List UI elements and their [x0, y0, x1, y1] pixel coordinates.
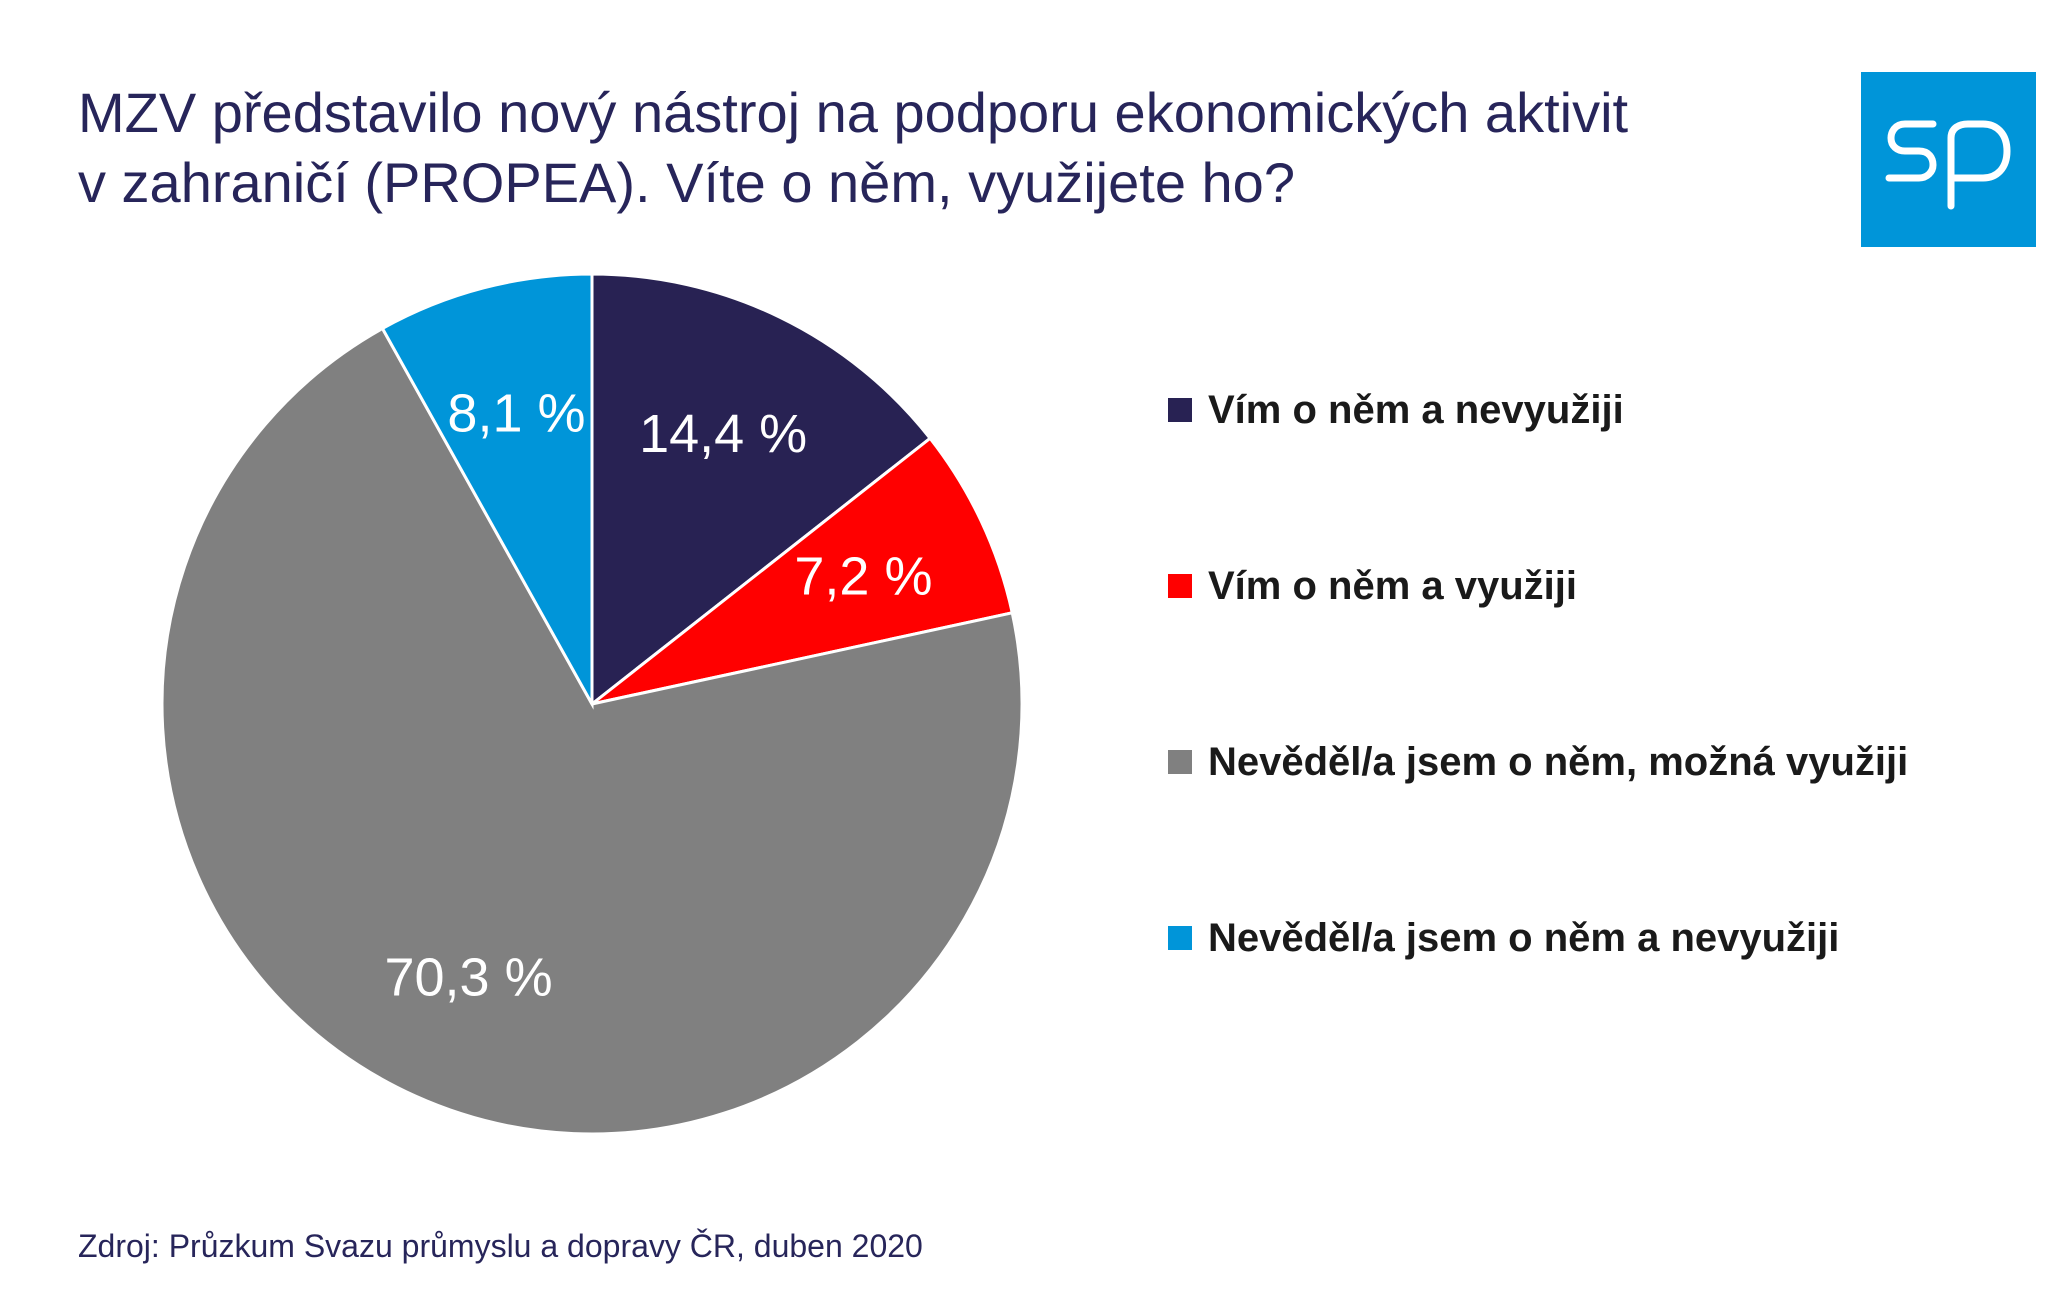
pie-slices: [160, 272, 1024, 1136]
legend-label: Nevěděl/a jsem o něm, možná využiji: [1208, 740, 1909, 784]
pie-slice-labels: 14,4 % 7,2 % 70,3 % 8,1 %: [384, 384, 932, 1008]
sp-logo-letters: [1885, 120, 2011, 210]
legend-swatch: [1168, 926, 1192, 950]
chart-title-line-1: MZV představilo nový nástroj na podporu …: [78, 81, 1629, 144]
chart-title-line-2: v zahraničí (PROPEA). Víte o něm, využij…: [78, 151, 1295, 214]
legend-label: Vím o něm a nevyužiji: [1208, 388, 1624, 432]
pie-slice-1: [590, 272, 933, 708]
pie-slice-4: [380, 272, 594, 710]
legend-label: Nevěděl/a jsem o něm a nevyužiji: [1208, 916, 1840, 960]
legend-swatch: [1168, 398, 1192, 422]
legend-label: Vím o něm a využiji: [1208, 564, 1578, 608]
pie-slice-label-2: 7,2 %: [794, 546, 932, 606]
chart-title: MZV představilo nový nástroj na podporu …: [78, 78, 1778, 218]
legend-swatch: [1168, 574, 1192, 598]
pie-slice-label-3: 70,3 %: [384, 947, 552, 1007]
pie-slice-2: [591, 436, 1015, 706]
source-note: Zdroj: Průzkum Svazu průmyslu a dopravy …: [78, 1228, 923, 1264]
legend-swatch: [1168, 750, 1192, 774]
pie-slice-3: [160, 326, 1024, 1136]
pie-slice-label-4: 8,1 %: [447, 384, 585, 444]
sp-logo: [1861, 72, 2036, 247]
pie-slice-label-1: 14,4 %: [639, 404, 807, 464]
